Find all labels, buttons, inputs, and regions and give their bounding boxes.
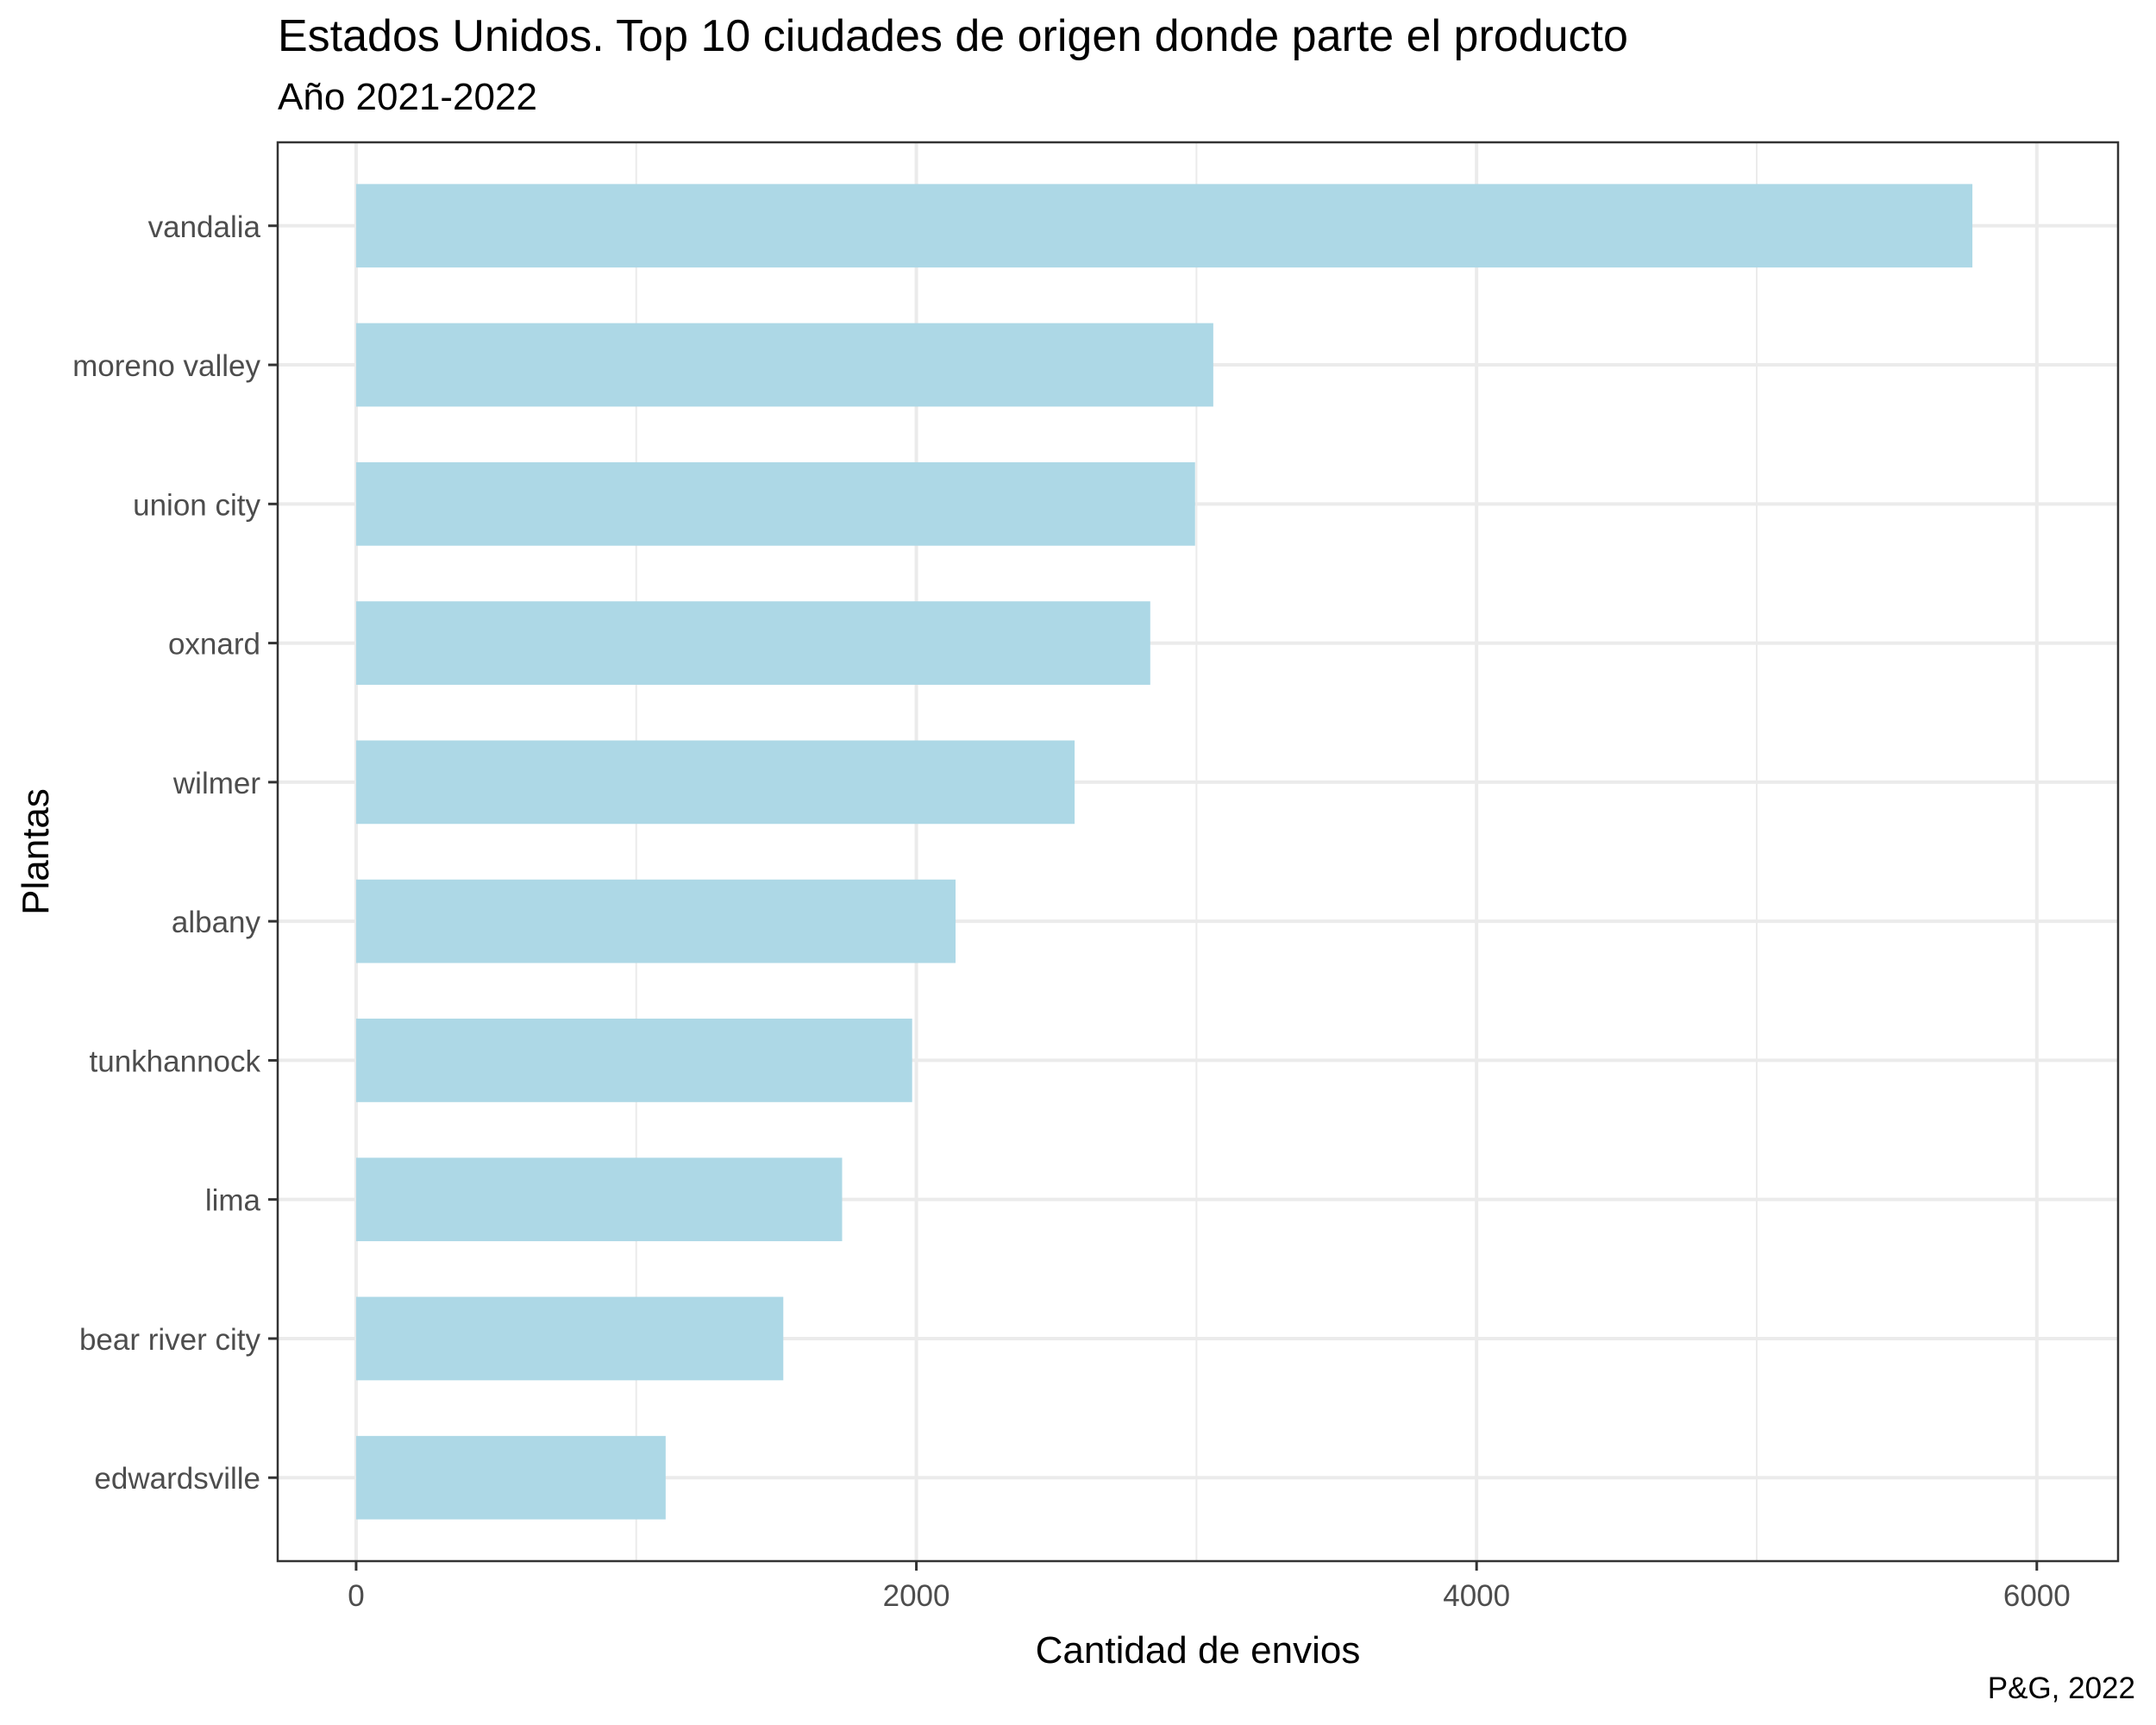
y-tick-label: vandalia — [148, 210, 261, 244]
bar-wilmer — [355, 740, 1075, 825]
chart-caption: P&G, 2022 — [1987, 1672, 2135, 1705]
y-tick-label: bear river city — [79, 1323, 261, 1357]
y-tick-label: lima — [205, 1184, 261, 1218]
x-tick-label: 6000 — [2003, 1579, 2071, 1613]
bar-edwardsville — [355, 1435, 666, 1520]
bar-albany — [355, 879, 956, 963]
bar-union-city — [355, 461, 1195, 546]
y-tick-label: moreno valley — [72, 349, 260, 383]
x-tick-label: 4000 — [1443, 1579, 1510, 1613]
panel-border — [276, 141, 2120, 1563]
chart-subtitle: Año 2021-2022 — [278, 76, 537, 118]
bar-lima — [355, 1157, 843, 1242]
y-tick-label: oxnard — [168, 628, 260, 662]
bar-oxnard — [355, 601, 1150, 685]
bar-vandalia — [355, 184, 1973, 268]
y-tick-label: albany — [172, 906, 261, 939]
y-axis-title: Plantas — [15, 788, 57, 915]
y-tick-label: wilmer — [172, 767, 260, 800]
bar-bear-river-city — [355, 1296, 784, 1381]
bar-tunkhannock — [355, 1019, 912, 1102]
x-tick-label: 0 — [348, 1579, 364, 1613]
x-axis-title: Cantidad de envios — [1036, 1629, 1361, 1672]
chart-title: Estados Unidos. Top 10 ciudades de orige… — [278, 11, 1628, 61]
bar-moreno-valley — [355, 323, 1213, 407]
y-tick-label: tunkhannock — [90, 1044, 261, 1078]
y-tick-label: union city — [133, 488, 260, 522]
y-tick-label: edwardsville — [94, 1462, 260, 1496]
x-tick-label: 2000 — [883, 1579, 950, 1613]
